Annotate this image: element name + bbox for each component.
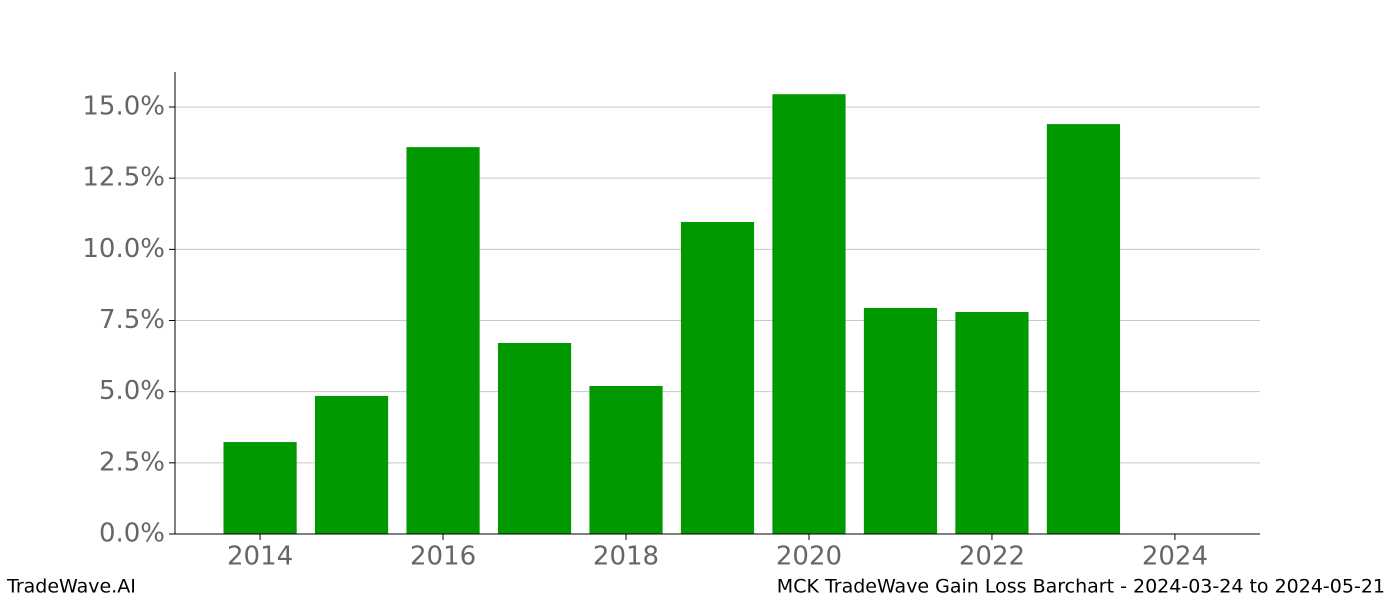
x-tick-label: 2016 (410, 542, 476, 572)
bar (314, 395, 389, 534)
y-tick-label: 2.5% (99, 447, 165, 477)
y-tick-label: 10.0% (82, 234, 165, 264)
x-tick-label: 2022 (959, 542, 1025, 572)
y-tick-label: 15.0% (82, 92, 165, 122)
y-tick-label: 12.5% (82, 163, 165, 193)
bar (589, 385, 663, 534)
y-tick-label: 5.0% (99, 376, 165, 406)
bar (406, 147, 480, 534)
x-tick-label: 2020 (776, 542, 842, 572)
x-tick-label: 2014 (227, 542, 293, 572)
watermark: TradeWave.AI (6, 576, 136, 598)
x-tick-label: 2018 (593, 542, 659, 572)
y-tick-label: 0.0% (99, 519, 165, 549)
chart-title: MCK TradeWave Gain Loss Barchart - 2024-… (777, 576, 1385, 598)
bar (772, 94, 846, 535)
bar (955, 311, 1029, 534)
bar (863, 307, 938, 534)
y-tick-label: 7.5% (99, 305, 165, 335)
bar (223, 442, 297, 534)
bar (680, 222, 755, 535)
bar (1046, 124, 1121, 535)
bar (497, 342, 572, 534)
x-tick-label: 2024 (1142, 542, 1208, 572)
